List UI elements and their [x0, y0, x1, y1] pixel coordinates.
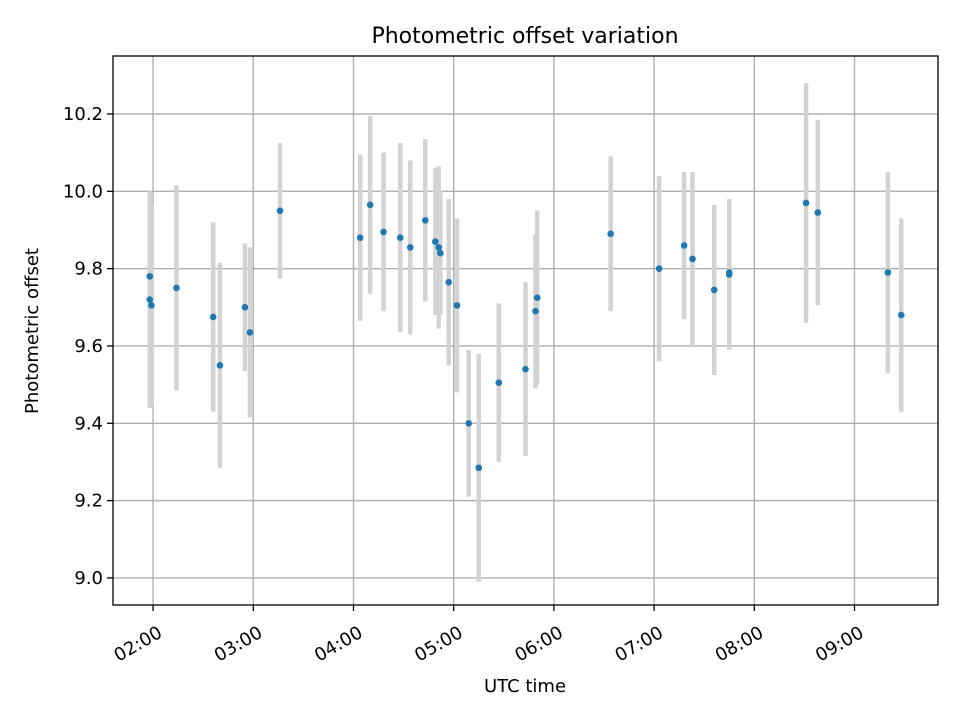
data-point — [356, 234, 364, 242]
y-tick-label: 10.2 — [63, 104, 103, 125]
data-point — [533, 294, 541, 301]
data-point — [725, 269, 733, 276]
plot-frame — [112, 55, 939, 606]
data-point — [814, 209, 822, 216]
data-point — [432, 238, 439, 245]
y-axis-label: Photometric offset — [22, 248, 43, 414]
y-tick-label: 9.4 — [74, 413, 103, 434]
data-point — [396, 234, 404, 242]
y-tick-label: 9.0 — [74, 568, 103, 589]
data-point — [607, 230, 614, 238]
data-points — [146, 199, 905, 472]
data-point — [173, 284, 180, 292]
y-tick-label: 10.0 — [63, 181, 103, 202]
data-point — [276, 207, 284, 214]
data-point — [445, 278, 452, 286]
data-point — [884, 269, 892, 276]
data-point — [246, 329, 254, 336]
data-point — [380, 228, 387, 236]
data-point — [406, 244, 414, 251]
data-point — [216, 361, 224, 369]
x-axis-label: UTC time — [484, 676, 566, 697]
data-point — [209, 313, 217, 321]
data-point — [146, 296, 154, 303]
data-point — [435, 244, 442, 251]
data-point — [421, 217, 429, 224]
data-point — [148, 302, 155, 309]
data-point — [465, 419, 473, 427]
data-point — [710, 286, 718, 294]
data-point — [495, 379, 503, 386]
data-point — [522, 365, 529, 373]
data-point — [241, 304, 249, 311]
data-point — [655, 265, 663, 272]
data-point — [475, 464, 483, 472]
chart-title: Photometric offset variation — [371, 24, 678, 49]
data-point — [802, 199, 810, 207]
data-point — [453, 302, 461, 309]
data-point — [897, 311, 905, 319]
data-point — [689, 255, 696, 263]
data-point — [680, 242, 688, 249]
y-tick-label: 9.8 — [74, 259, 103, 280]
data-point — [146, 273, 154, 280]
y-tick-label: 9.2 — [74, 491, 103, 512]
y-tick-label: 9.6 — [74, 336, 103, 357]
data-point — [437, 249, 444, 257]
y-axis-ticks: 9.0 9.2 9.4 9.6 9.8 10.0 10.2 — [63, 104, 113, 589]
data-point — [366, 201, 374, 209]
data-point — [532, 307, 539, 315]
